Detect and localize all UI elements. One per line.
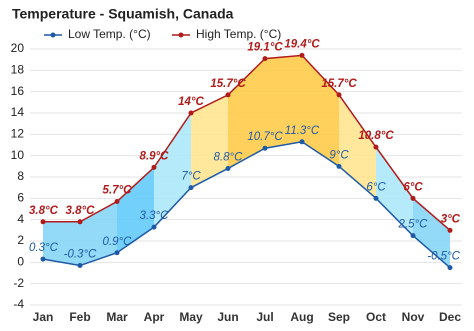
value-label: 9°C	[329, 149, 349, 161]
value-label: 0.9°C	[103, 236, 133, 248]
legend-marker	[50, 32, 56, 38]
value-label: -0.5°C	[427, 251, 460, 263]
data-point	[373, 195, 379, 201]
x-tick-label: Feb	[69, 310, 90, 324]
data-point	[151, 164, 157, 170]
series-line	[43, 54, 451, 231]
value-label: 11.3°C	[285, 125, 320, 137]
data-point	[262, 56, 268, 62]
x-tick-label: Jul	[256, 310, 273, 324]
data-point	[151, 224, 157, 230]
value-label: 3°C	[441, 213, 461, 225]
value-label: 3.8°C	[29, 205, 59, 217]
data-point	[447, 265, 453, 271]
x-tick-label: Sep	[328, 310, 350, 324]
data-point	[299, 52, 305, 58]
range-area	[265, 55, 302, 149]
x-tick-label: Aug	[290, 310, 313, 324]
series-line	[42, 141, 451, 269]
data-point	[188, 185, 194, 191]
y-tick-label: 2	[17, 233, 24, 247]
x-tick-label: Oct	[366, 310, 386, 324]
range-area	[339, 94, 376, 199]
y-tick-label: 10	[11, 148, 25, 162]
x-tick-label: Mar	[106, 310, 128, 324]
data-point	[336, 92, 342, 98]
data-point	[77, 219, 83, 225]
range-area	[302, 55, 339, 167]
range-area	[376, 147, 413, 236]
y-tick-label: -2	[13, 276, 24, 290]
x-tick-label: Dec	[439, 310, 461, 324]
data-point	[40, 256, 46, 262]
value-label: 10.8°C	[358, 130, 394, 142]
value-label: 6°C	[366, 181, 386, 193]
y-tick-label: 12	[11, 127, 25, 141]
data-point	[447, 227, 453, 233]
legend-marker	[178, 32, 184, 38]
data-point	[77, 263, 83, 269]
range-area	[413, 198, 450, 268]
x-tick-label: Nov	[402, 310, 425, 324]
legend-label: Low Temp. (°C)	[68, 27, 151, 41]
data-point	[410, 195, 416, 201]
value-label: -0.3°C	[64, 249, 97, 261]
value-label: 15.7°C	[321, 78, 357, 90]
y-tick-label: 18	[11, 63, 25, 77]
chart-title: Temperature - Squamish, Canada	[12, 6, 234, 22]
y-tick-label: -4	[13, 297, 24, 311]
range-area	[117, 167, 154, 253]
data-point	[299, 139, 305, 145]
value-label: 5.7°C	[103, 185, 133, 197]
value-label: 19.1°C	[247, 42, 283, 54]
x-tick-label: Jan	[33, 310, 54, 324]
data-point	[262, 145, 268, 151]
value-label: 6°C	[403, 181, 423, 193]
value-label: 2.5°C	[398, 219, 429, 231]
data-point	[225, 92, 231, 98]
data-point	[40, 219, 46, 225]
value-label: 7°C	[181, 171, 201, 183]
value-label: 3.3°C	[140, 210, 170, 222]
y-tick-label: 0	[17, 255, 24, 269]
data-point	[336, 163, 342, 169]
data-point	[114, 199, 120, 205]
y-tick-label: 6	[17, 191, 24, 205]
range-area	[43, 221, 80, 266]
y-tick-label: 14	[11, 105, 25, 119]
range-area	[154, 113, 191, 228]
data-point	[373, 144, 379, 150]
y-tick-label: 8	[17, 169, 24, 183]
y-tick-label: 4	[17, 212, 24, 226]
y-tick-label: 16	[11, 84, 25, 98]
data-point	[410, 233, 416, 239]
data-point	[114, 250, 120, 256]
value-label: 8.8°C	[214, 151, 244, 163]
value-label: 10.7°C	[247, 131, 283, 143]
x-tick-label: Apr	[144, 310, 165, 324]
value-label: 3.8°C	[66, 205, 96, 217]
value-label: 0.3°C	[29, 242, 59, 254]
value-label: 19.4°C	[284, 38, 320, 50]
value-label: 14°C	[178, 96, 204, 108]
range-area	[191, 94, 228, 188]
x-tick-label: May	[179, 310, 203, 324]
y-tick-label: 20	[11, 41, 25, 55]
x-tick-label: Jun	[217, 310, 238, 324]
data-point	[225, 165, 231, 171]
data-point	[188, 110, 194, 116]
value-label: 8.9°C	[140, 150, 170, 162]
legend-label: High Temp. (°C)	[196, 27, 281, 41]
value-label: 15.7°C	[210, 78, 246, 90]
